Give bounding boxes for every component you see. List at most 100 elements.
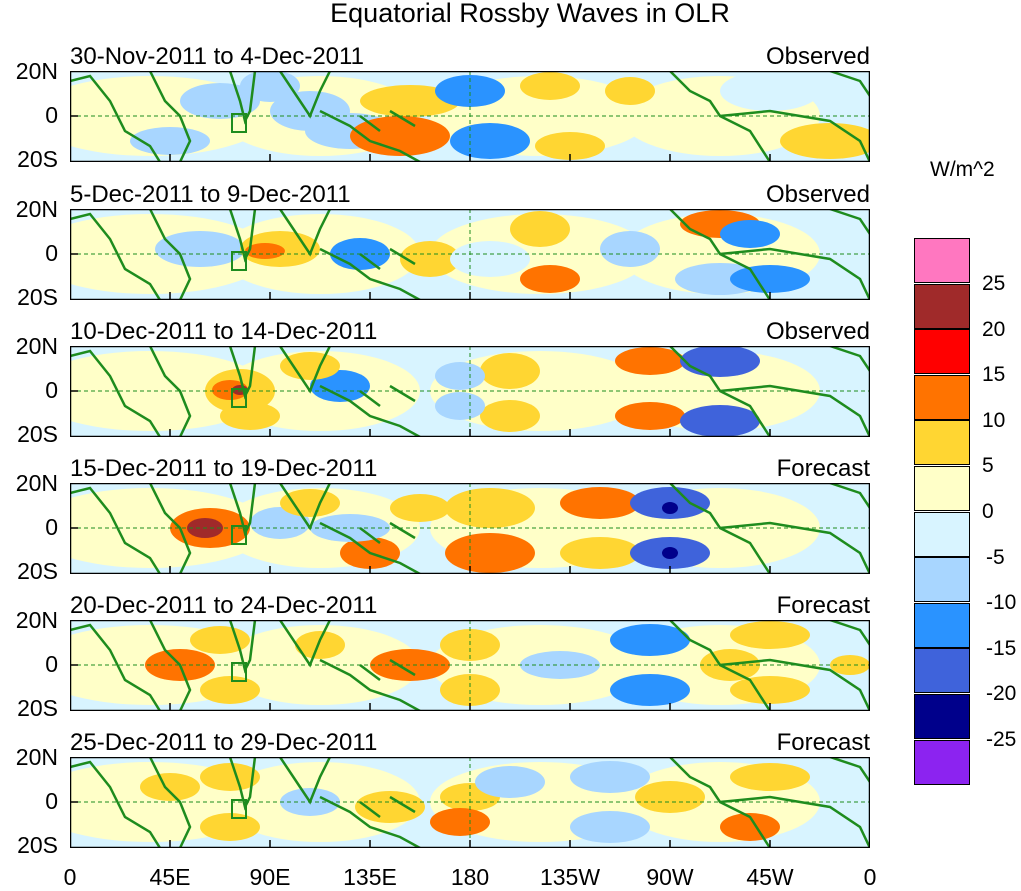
panel-type: Observed [765,181,870,208]
panel-type: Observed [765,43,870,70]
anomaly-contour [355,791,425,823]
panel-type: Forecast [776,729,870,756]
lon-label-135w: 135W [539,864,601,890]
lat-label: 0 [45,240,58,266]
anomaly-contour [212,380,248,400]
colorbar-swatch [914,602,970,648]
anomaly-contour [445,488,535,528]
lat-label: 20S [17,284,58,310]
anomaly-contour [535,132,605,160]
lat-label: 0 [45,651,58,677]
anomaly-contour [680,405,760,437]
region-box [231,388,247,408]
panel-date-range: 15-Dec-2011 to 19-Dec-2011 [70,455,378,482]
anomaly-contour [435,75,505,107]
figure-title: Equatorial Rossby Waves in OLR [330,0,730,28]
anomaly-contour [200,763,260,791]
olr-map-panel [70,483,870,574]
lat-label: 20S [17,832,58,858]
olr-map-panel [70,71,870,162]
colorbar-swatch [914,420,970,466]
lat-label: 20S [17,558,58,584]
panel-date-range: 25-Dec-2011 to 29-Dec-2011 [70,729,378,756]
anomaly-contour [520,265,580,293]
colorbar-label: -15 [986,636,1017,660]
colorbar-label: 15 [982,363,1006,387]
anomaly-contour [155,231,245,267]
lat-label: 20N [15,196,58,222]
lon-label-90e: 90E [249,864,291,890]
lat-label: 0 [45,102,58,128]
anomaly-contour [520,72,580,100]
anomaly-contour [435,362,485,390]
colorbar-swatch [914,739,970,785]
colorbar-label: -5 [986,545,1005,569]
anomaly-contour [475,766,545,798]
anomaly-contour [560,487,640,519]
anomaly-contour [200,676,260,704]
colorbar-swatch [914,466,970,511]
panel-type: Forecast [776,455,870,482]
colorbar-unit: W/m^2 [930,158,995,181]
anomaly-contour [662,502,678,514]
anomaly-contour [220,402,280,430]
region-box [231,525,247,545]
anomaly-contour [435,392,485,420]
anomaly-contour [430,808,490,836]
lat-label: 20N [15,470,58,496]
colorbar-swatch [914,694,970,739]
anomaly-contour [730,621,810,649]
panel-date-range: 30-Nov-2011 to 4-Dec-2011 [70,43,364,70]
anomaly-contour [245,243,285,259]
anomaly-contour [610,674,690,706]
anomaly-contour [400,241,460,277]
lat-label: 20S [17,146,58,172]
olr-map-panel [70,757,870,848]
olr-map-panel [70,209,870,300]
anomaly-contour [570,761,650,793]
anomaly-contour [730,265,810,293]
lon-label-90w: 90W [646,864,694,890]
colorbar-swatch [914,283,970,329]
anomaly-contour [180,83,260,119]
olr-map-panel [70,346,870,437]
anomaly-contour [600,231,660,267]
anomaly-contour [680,346,760,377]
colorbar-swatch [914,648,970,694]
anomaly-contour [635,781,705,813]
anomaly-contour [720,71,820,111]
anomaly-contour [390,494,450,522]
anomaly-contour [560,537,640,569]
colorbar-label: 5 [982,454,994,478]
anomaly-contour [510,211,570,247]
lat-label: 0 [45,788,58,814]
lat-label: 0 [45,377,58,403]
region-box [231,251,247,271]
anomaly-contour [445,533,535,573]
anomaly-contour [200,813,260,841]
anomaly-contour [605,77,655,105]
lon-label-45e: 45E [149,864,191,890]
anomaly-contour [480,353,540,389]
colorbar-swatch [914,557,970,603]
colorbar-label: -10 [986,591,1017,615]
lon-label-180: 180 [450,864,490,890]
anomaly-contour [450,241,530,277]
anomaly-contour [280,352,340,380]
colorbar-label: -25 [986,728,1017,751]
colorbar-swatch [914,374,970,420]
colorbar-label: -20 [986,682,1017,706]
lat-label: 20S [17,421,58,447]
anomaly-contour [730,676,810,704]
lon-label-0: 0 [63,864,77,890]
colorbar-label: 0 [982,500,994,523]
region-box [231,113,247,133]
lat-label: 20S [17,695,58,721]
anomaly-contour [295,631,345,659]
panel-date-range: 5-Dec-2011 to 9-Dec-2011 [70,181,351,208]
anomaly-contour [220,625,420,705]
colorbar-swatch [914,511,970,557]
anomaly-contour [610,624,690,656]
lat-label: 20N [15,58,58,84]
colorbar-swatch [914,329,970,375]
